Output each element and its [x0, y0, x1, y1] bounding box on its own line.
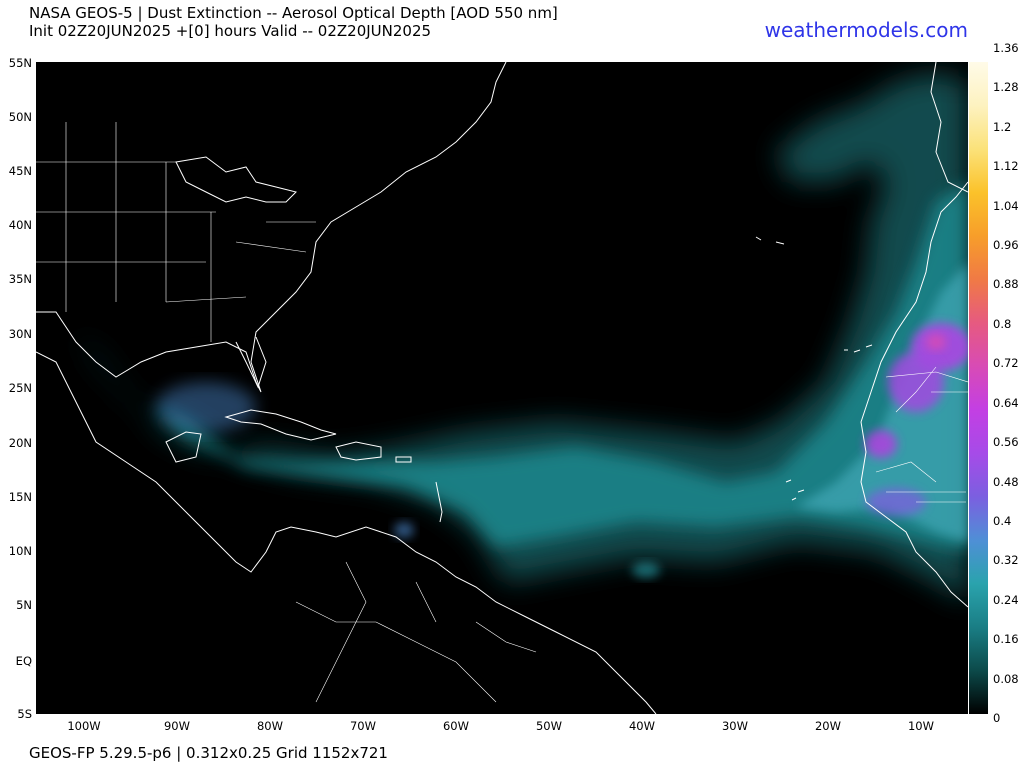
cape-verde — [785, 479, 805, 501]
great-lakes — [175, 156, 297, 203]
lon-label: 80W — [256, 719, 284, 733]
colorbar — [969, 62, 988, 714]
cuba — [224, 409, 337, 441]
colorbar-tick-label: 0.96 — [993, 238, 1019, 253]
africa-coast — [860, 181, 968, 608]
lat-label: 5S — [17, 707, 32, 721]
lon-label: 70W — [349, 719, 377, 733]
lat-label: 20N — [8, 436, 32, 450]
colorbar-tick-label: 0.32 — [993, 553, 1019, 568]
brand-link[interactable]: weathermodels.com — [764, 18, 968, 42]
dust-core-2 — [888, 352, 944, 412]
footer-text: GEOS-FP 5.29.5-p6 | 0.312x0.25 Grid 1152… — [29, 744, 388, 762]
dust-atlantic-spot — [632, 562, 660, 578]
colorbar-tick-label: 0.72 — [993, 356, 1019, 371]
lat-label: 15N — [8, 490, 32, 504]
title-line-2: Init 02Z20JUN2025 +[0] hours Valid -- 02… — [29, 22, 432, 40]
puerto-rico — [395, 456, 412, 463]
lon-label: 30W — [721, 719, 749, 733]
colorbar-tick-label: 1.12 — [993, 159, 1019, 174]
lat-label: 55N — [8, 56, 32, 70]
hispaniola — [335, 441, 382, 461]
coastlines — [36, 62, 968, 714]
lon-label: 100W — [67, 719, 101, 733]
colorbar-tick-label: 1.04 — [993, 198, 1019, 213]
lon-label: 50W — [535, 719, 563, 733]
atlantic-islands — [755, 236, 785, 245]
lon-label: 90W — [163, 719, 191, 733]
dust-core-4 — [866, 488, 926, 516]
colorbar-tick-label: 0.64 — [993, 395, 1019, 410]
us-state-lines — [36, 122, 316, 342]
colorbar-tick-label: 0.16 — [993, 632, 1019, 647]
lat-label: 50N — [8, 110, 32, 124]
colorbar-tick-label: 0.8 — [993, 316, 1012, 331]
dust-core-5 — [926, 334, 946, 350]
lat-label: EQ — [15, 654, 32, 668]
map-panel — [36, 62, 968, 714]
lat-label: 35N — [8, 272, 32, 286]
colorbar-tick-label: 1.36 — [993, 41, 1019, 55]
lon-label: 40W — [628, 719, 656, 733]
lat-label: 40N — [8, 218, 32, 232]
iberia — [930, 62, 968, 193]
colorbar-tick-label: 0.08 — [993, 671, 1019, 686]
dust-core-3 — [865, 430, 897, 458]
lon-label: 60W — [442, 719, 470, 733]
colorbar-tick-label: 0.4 — [993, 513, 1012, 528]
lat-label: 30N — [8, 327, 32, 341]
dust-plume-layer — [76, 72, 968, 602]
lat-label: 10N — [8, 544, 32, 558]
florida — [235, 336, 267, 389]
colorbar-tick-label: 0.88 — [993, 277, 1019, 292]
colorbar-tick-label: 0.56 — [993, 435, 1019, 450]
lon-label: 20W — [814, 719, 842, 733]
lat-label: 5N — [16, 598, 32, 612]
title-line-1: NASA GEOS-5 | Dust Extinction -- Aerosol… — [29, 4, 558, 22]
colorbar-tick-label: 0.48 — [993, 474, 1019, 489]
map-svg — [36, 62, 968, 714]
lesser-antilles — [435, 481, 443, 523]
lon-label: 10W — [907, 719, 935, 733]
yucatan — [165, 431, 202, 463]
africa-borders — [875, 366, 968, 503]
canary-islands — [844, 344, 873, 353]
colorbar-tick-label: 1.2 — [993, 119, 1012, 134]
north-america-coast — [36, 62, 507, 393]
colorbar-fill — [969, 62, 988, 714]
colorbar-tick-label: 1.28 — [993, 80, 1019, 95]
lat-label: 25N — [8, 381, 32, 395]
south-america-interior — [295, 561, 537, 703]
lat-label: 45N — [8, 164, 32, 178]
dust-caribbean-spot — [394, 522, 414, 538]
mexico-central-america — [36, 351, 657, 714]
colorbar-tick-label: 0.24 — [993, 592, 1019, 607]
dust-gulf — [156, 382, 256, 432]
colorbar-tick-label: 0 — [993, 711, 1001, 725]
